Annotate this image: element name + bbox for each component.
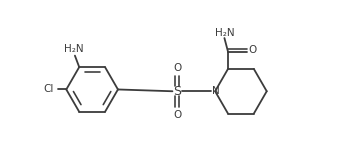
Text: O: O xyxy=(173,109,181,119)
Text: N: N xyxy=(212,86,220,96)
Text: H₂N: H₂N xyxy=(64,44,84,54)
Text: O: O xyxy=(173,63,181,73)
Text: H₂N: H₂N xyxy=(215,28,234,38)
Text: S: S xyxy=(173,85,181,98)
Text: O: O xyxy=(248,45,256,55)
Text: Cl: Cl xyxy=(44,85,54,95)
